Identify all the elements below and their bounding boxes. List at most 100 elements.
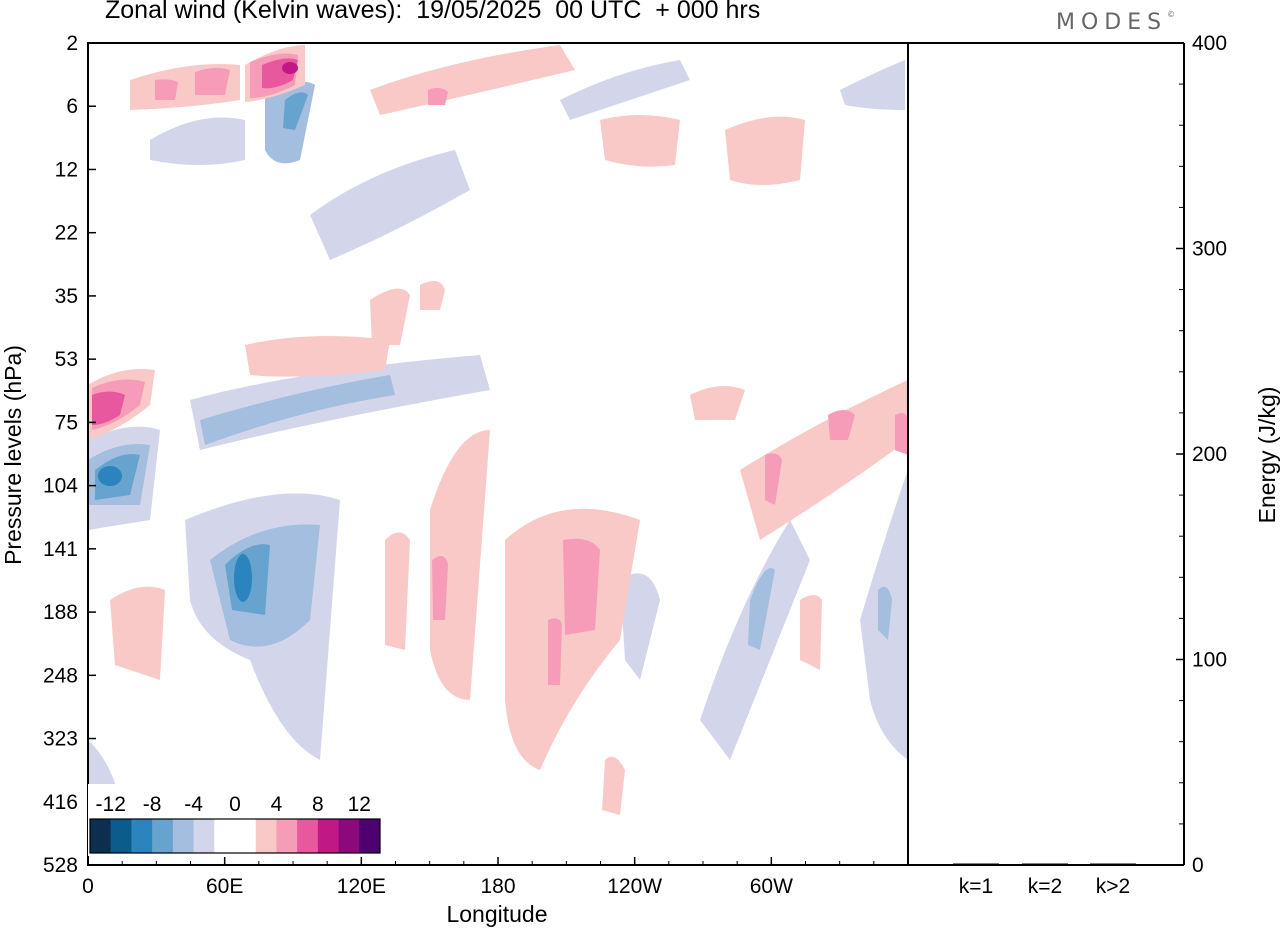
- field-patch: [310, 150, 470, 260]
- colorbar-swatch: [255, 819, 277, 853]
- y-tick-label: 528: [43, 854, 78, 877]
- colorbar-swatch: [193, 819, 215, 853]
- colorbar-swatch: [214, 819, 236, 853]
- colorbar-swatch: [110, 819, 132, 853]
- field-patch: [430, 430, 490, 700]
- field-patch: [563, 538, 600, 635]
- colorbar-swatch: [172, 819, 195, 853]
- energy-bars: k=1 k=2 k>2: [953, 863, 1136, 898]
- y-tick-label: 53: [55, 348, 78, 371]
- colorbar-swatch: [235, 819, 257, 853]
- y-tick-label: 104: [43, 475, 78, 498]
- energy-axis: 0 100 200 300 400: [1176, 32, 1227, 877]
- field-patch: [234, 554, 252, 602]
- field-patch: [548, 618, 562, 685]
- field-patch: [895, 413, 908, 455]
- y-tick-label: 141: [43, 538, 78, 561]
- energy-bar: [1022, 863, 1068, 865]
- field-patch: [725, 116, 805, 185]
- y-tick-label: 2: [66, 32, 78, 55]
- wind-field: [88, 45, 908, 860]
- field-patch: [740, 380, 908, 540]
- field-patch: [800, 595, 822, 670]
- colorbar-label: 0: [229, 793, 241, 816]
- field-patch: [98, 466, 122, 486]
- y-tick-label: 188: [43, 601, 78, 624]
- energy-tick-label: 100: [1192, 649, 1227, 672]
- y-tick-label: 35: [55, 285, 78, 308]
- y-tick-label: 12: [55, 158, 78, 181]
- field-patch: [150, 117, 245, 165]
- colorbar-swatch: [131, 819, 153, 853]
- colorbar-swatch: [359, 819, 381, 853]
- energy-tick-label: 300: [1192, 238, 1227, 261]
- field-patch: [840, 60, 905, 110]
- x-tick-label: 120W: [607, 875, 662, 898]
- energy-axis-label: Energy (J/kg): [1254, 387, 1280, 524]
- x-tick-label: 60W: [750, 875, 793, 898]
- x-tick-label: 180: [480, 875, 515, 898]
- field-patch: [748, 568, 775, 650]
- field-patch: [385, 532, 410, 650]
- x-axis-label: Longitude: [446, 901, 547, 927]
- colorbar-frame: [89, 818, 381, 854]
- energy-category-label: k=2: [1028, 875, 1062, 898]
- field-patch: [370, 288, 410, 345]
- field-patch: [155, 79, 178, 100]
- colorbar-swatch: [317, 819, 340, 853]
- y-tick-label: 6: [66, 95, 78, 118]
- y-tick-label: 75: [55, 411, 78, 434]
- field-patch: [370, 45, 575, 115]
- brand-text: MODES: [1056, 10, 1168, 35]
- field-patch: [878, 586, 892, 640]
- energy-tick-label: 0: [1192, 854, 1204, 877]
- energy-category-label: k=1: [959, 875, 993, 898]
- chart-title: Zonal wind (Kelvin waves): 19/05/2025 00…: [105, 0, 761, 24]
- field-patch: [420, 281, 445, 310]
- y-tick-label: 248: [43, 664, 78, 687]
- field-patch: [92, 391, 125, 425]
- colorbar-label: -8: [143, 793, 162, 816]
- colorbar-swatch: [338, 819, 360, 853]
- energy-bar: [953, 863, 999, 865]
- field-patch: [282, 62, 298, 74]
- field-patch: [690, 386, 745, 420]
- x-tick-label: 120E: [337, 875, 386, 898]
- energy-bar: [1090, 863, 1136, 865]
- x-axis: 0 60E 120E 180 120W 60W: [82, 857, 909, 898]
- brand-logo: MODES©: [1056, 10, 1176, 35]
- colorbar-label: 4: [271, 793, 283, 816]
- field-patch: [600, 115, 680, 167]
- field-patch: [828, 410, 855, 440]
- x-tick-label: 60E: [206, 875, 243, 898]
- x-tick-label: 0: [82, 875, 94, 898]
- colorbar-label: -12: [96, 793, 126, 816]
- y-tick-label: 416: [43, 791, 78, 814]
- colorbar-swatch: [152, 819, 174, 853]
- colorbar-swatch: [297, 819, 319, 853]
- field-patch: [110, 586, 165, 680]
- field-patch: [560, 60, 690, 120]
- y-axis-label: Pressure levels (hPa): [0, 345, 26, 565]
- colorbar-swatch: [276, 819, 298, 853]
- energy-tick-label: 400: [1192, 32, 1227, 55]
- colorbar-label: -4: [184, 793, 203, 816]
- field-patch: [432, 556, 448, 620]
- field-patch: [195, 67, 230, 95]
- field-patch: [602, 756, 625, 815]
- field-patch: [620, 573, 660, 680]
- field-patch: [505, 508, 640, 770]
- colorbar-label: 8: [312, 793, 324, 816]
- y-axis: 2 6 12 22 35 53 75 104 141 188 248 323 416 528: [43, 32, 96, 877]
- y-tick-label: 323: [43, 728, 78, 751]
- energy-tick-label: 200: [1192, 443, 1227, 466]
- colorbar-swatch: [90, 819, 112, 853]
- field-patch: [765, 453, 782, 505]
- y-tick-label: 22: [55, 222, 78, 245]
- field-patch: [428, 87, 448, 105]
- colorbar: -12 -8 -4 0 4 8 12: [88, 784, 382, 856]
- colorbar-label: 12: [348, 793, 371, 816]
- field-patch: [200, 375, 395, 445]
- field-patch: [283, 92, 308, 130]
